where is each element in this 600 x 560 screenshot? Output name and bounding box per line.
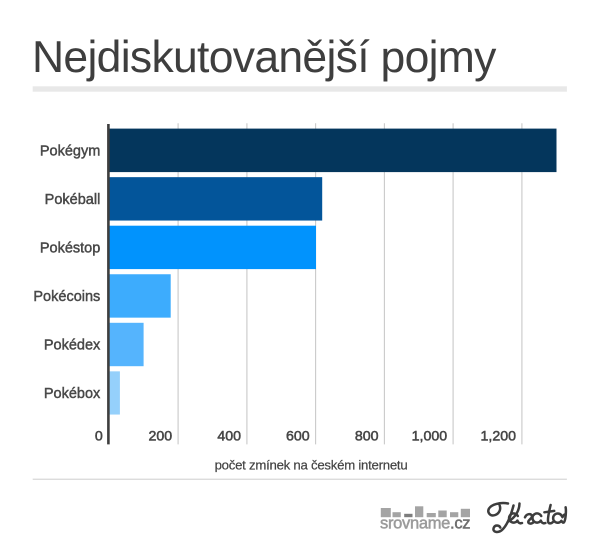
svg-text:počet zmínek na českém interne: počet zmínek na českém internetu [215,458,408,473]
svg-text:Pokégym: Pokégym [40,144,100,160]
svg-text:Pokédex: Pokédex [44,338,101,354]
svg-text:Pokéball: Pokéball [45,192,101,208]
svg-text:Pokébox: Pokébox [44,386,101,402]
svg-text:Nejdiskutovanější pojmy: Nejdiskutovanější pojmy [32,33,497,82]
svg-text:srovname.cz: srovname.cz [380,515,470,533]
svg-text:1,200: 1,200 [480,429,516,445]
svg-text:Pokéstop: Pokéstop [40,241,100,257]
svg-text:1,000: 1,000 [412,429,448,445]
svg-text:600: 600 [286,429,310,445]
svg-text:200: 200 [149,429,173,445]
svg-text:400: 400 [217,429,241,445]
svg-text:800: 800 [355,429,379,445]
svg-text:0: 0 [95,429,103,445]
svg-text:Pokécoins: Pokécoins [33,289,100,305]
